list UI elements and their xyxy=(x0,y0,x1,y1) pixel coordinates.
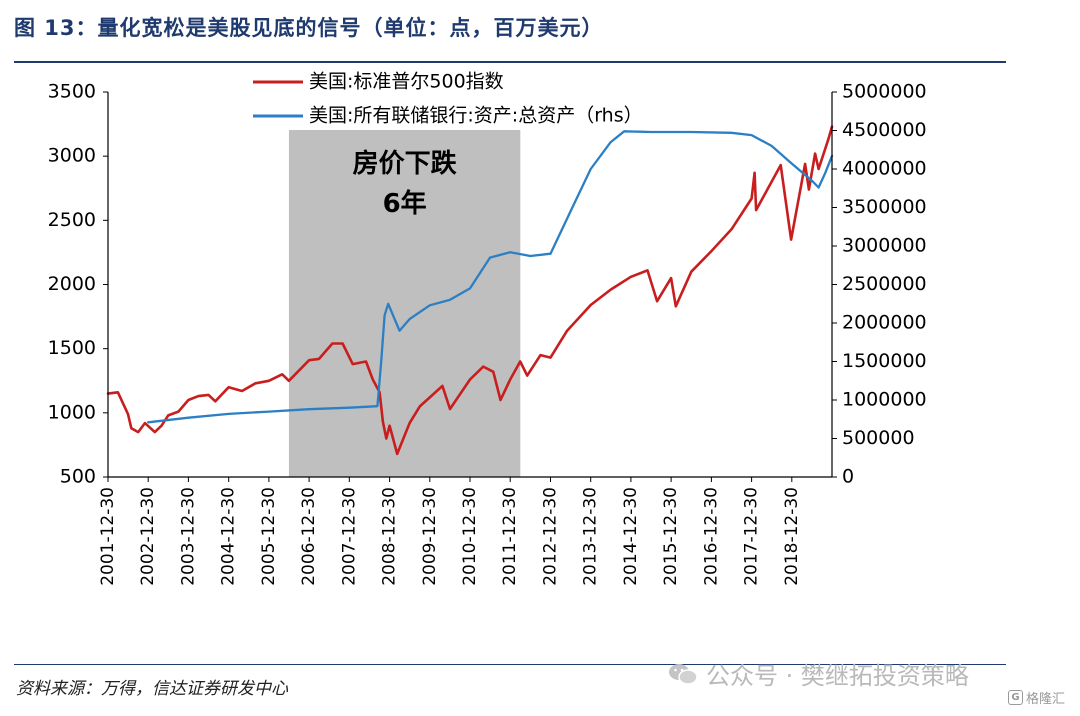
y-left-tick-label: 2500 xyxy=(48,209,96,231)
x-tick-label: 2001-12-30 xyxy=(98,487,118,586)
y-right-tick-label: 500000 xyxy=(842,427,915,449)
x-tick-label: 2012-12-30 xyxy=(541,487,561,586)
legend-label-2: 美国:所有联储银行:资产:总资产（rhs） xyxy=(309,105,643,127)
y-right-tick-label: 2500000 xyxy=(842,273,927,295)
x-tick-label: 2008-12-30 xyxy=(380,487,400,586)
top-rule xyxy=(14,61,1006,63)
x-tick-label: 2014-12-30 xyxy=(621,487,641,586)
y-right-tick-label: 3500000 xyxy=(842,196,927,218)
x-tick-label: 2007-12-30 xyxy=(339,487,359,586)
shaded-region-layer: 房价下跌 6年 xyxy=(288,130,521,477)
x-tick-label: 2016-12-30 xyxy=(701,487,721,586)
bottom-rule xyxy=(14,664,1006,665)
logo: G 格隆汇 xyxy=(1008,688,1065,707)
watermark-text: 公众号 · 樊继拓投资策略 xyxy=(706,662,969,690)
y-left-tick-label: 3500 xyxy=(48,81,96,103)
y-left-tick-label: 1500 xyxy=(48,337,96,359)
logo-mark-icon: G xyxy=(1008,690,1023,705)
x-tick-label: 2010-12-30 xyxy=(460,487,480,586)
y-left-tick-label: 3000 xyxy=(48,145,96,167)
series-layer xyxy=(106,125,834,456)
y-right-tick-label: 0 xyxy=(842,466,854,488)
watermark: 公众号 · 樊继拓投资策略 xyxy=(668,656,969,691)
x-tick-label: 2006-12-30 xyxy=(299,487,319,586)
series-line-2 xyxy=(147,130,834,424)
shaded-region xyxy=(288,130,521,477)
logo-text: 格隆汇 xyxy=(1026,692,1066,707)
y-right-tick-label: 1500000 xyxy=(842,350,927,372)
source-note: 资料来源：万得，信达证券研发中心 xyxy=(16,679,288,699)
axis-layer: 3500300025002000150010005005000000450000… xyxy=(48,81,927,586)
y-right-tick-label: 4500000 xyxy=(842,119,927,141)
y-right-tick-label: 1000000 xyxy=(842,389,927,411)
x-tick-label: 2015-12-30 xyxy=(661,487,681,586)
x-tick-label: 2018-12-30 xyxy=(782,487,802,586)
wechat-icon xyxy=(669,663,698,685)
x-tick-label: 2003-12-30 xyxy=(178,487,198,586)
y-right-tick-label: 3000000 xyxy=(842,235,927,257)
x-tick-label: 2013-12-30 xyxy=(581,487,601,586)
x-tick-label: 2017-12-30 xyxy=(742,487,762,586)
x-tick-label: 2005-12-30 xyxy=(259,487,279,586)
y-right-tick-label: 2000000 xyxy=(842,312,927,334)
y-right-tick-label: 4000000 xyxy=(842,158,927,180)
x-tick-label: 2002-12-30 xyxy=(138,487,158,586)
shaded-region-label-line1: 房价下跌 xyxy=(353,149,457,179)
y-left-tick-label: 2000 xyxy=(48,273,96,295)
chart-title: 图 13：量化宽松是美股见底的信号（单位：点，百万美元） xyxy=(14,16,604,40)
legend-label-1: 美国:标准普尔500指数 xyxy=(309,71,504,93)
series-line-1 xyxy=(106,125,834,456)
y-left-tick-label: 500 xyxy=(60,466,96,488)
x-tick-label: 2004-12-30 xyxy=(219,487,239,586)
y-right-tick-label: 5000000 xyxy=(842,81,927,103)
x-tick-label: 2011-12-30 xyxy=(500,487,520,586)
shaded-region-label-line2: 6年 xyxy=(383,188,427,219)
y-left-tick-label: 1000 xyxy=(48,401,96,423)
x-tick-label: 2009-12-30 xyxy=(420,487,440,586)
